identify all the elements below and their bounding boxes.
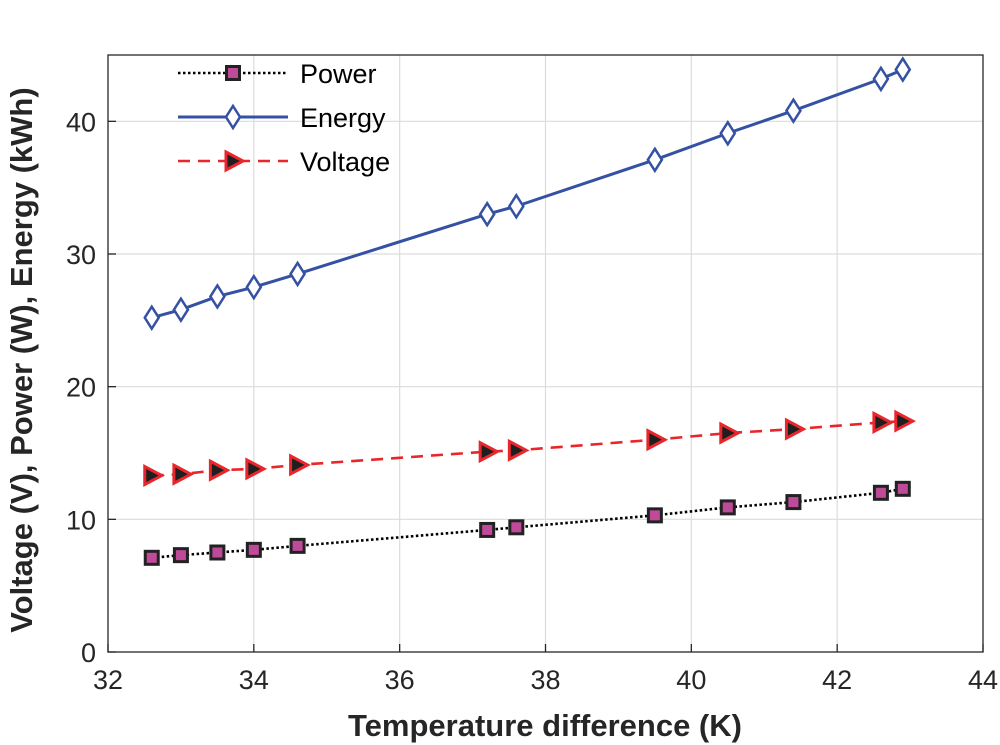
point-power-3 bbox=[245, 541, 262, 558]
point-voltage-9 bbox=[784, 417, 807, 441]
y-tick-label-10: 10 bbox=[66, 505, 96, 535]
point-voltage-5 bbox=[478, 440, 501, 464]
legend: Power Energy Voltage bbox=[178, 59, 390, 177]
legend-item-power: Power bbox=[178, 59, 377, 89]
point-voltage-0 bbox=[143, 464, 165, 488]
point-voltage-10 bbox=[872, 410, 895, 434]
point-voltage-2 bbox=[208, 458, 231, 482]
point-voltage-8 bbox=[719, 421, 741, 445]
x-tick-label-32: 32 bbox=[93, 665, 123, 695]
point-energy-0 bbox=[143, 304, 161, 332]
point-power-11 bbox=[894, 480, 911, 497]
y-axis-title: Voltage (V), Power (W), Energy (kWh) bbox=[4, 87, 39, 632]
point-energy-2 bbox=[208, 283, 226, 310]
series-line-power bbox=[151, 487, 904, 560]
legend-marker-energy bbox=[224, 103, 242, 131]
y-tick-label-30: 30 bbox=[66, 240, 96, 270]
point-energy-1 bbox=[172, 296, 190, 324]
x-tick-label-34: 34 bbox=[239, 665, 269, 695]
axes bbox=[107, 54, 984, 653]
y-tick-label-40: 40 bbox=[66, 107, 96, 137]
point-energy-4 bbox=[289, 260, 307, 288]
x-tick-label-40: 40 bbox=[676, 665, 706, 695]
legend-label-power: Power bbox=[300, 59, 377, 89]
point-power-0 bbox=[143, 549, 160, 566]
point-power-9 bbox=[785, 494, 802, 511]
x-tick-label-42: 42 bbox=[822, 665, 852, 695]
point-power-7 bbox=[646, 507, 663, 524]
point-energy-10 bbox=[872, 65, 890, 93]
grid bbox=[108, 55, 983, 652]
series-voltage bbox=[143, 409, 916, 488]
legend-label-energy: Energy bbox=[300, 103, 386, 133]
series-energy bbox=[143, 56, 912, 332]
legend-marker-voltage bbox=[224, 149, 247, 173]
point-voltage-7 bbox=[646, 428, 669, 452]
data-series bbox=[143, 56, 916, 566]
y-tick-label-0: 0 bbox=[81, 638, 96, 668]
point-energy-9 bbox=[784, 97, 802, 125]
x-axis-title: Temperature difference (K) bbox=[348, 708, 742, 743]
point-energy-3 bbox=[245, 273, 263, 301]
x-tick-label-36: 36 bbox=[385, 665, 415, 695]
legend-label-voltage: Voltage bbox=[300, 147, 390, 177]
point-energy-8 bbox=[719, 119, 737, 147]
series-power bbox=[143, 480, 911, 566]
series-line-voltage bbox=[151, 419, 903, 477]
legend-item-voltage: Voltage bbox=[178, 147, 390, 177]
point-energy-5 bbox=[478, 200, 496, 228]
legend-item-energy: Energy bbox=[178, 103, 386, 133]
point-voltage-6 bbox=[507, 438, 530, 462]
tick-labels: 32 34 36 38 40 42 44 0 10 20 30 40 bbox=[66, 107, 998, 695]
point-power-6 bbox=[508, 519, 525, 536]
legend-marker-power bbox=[225, 65, 241, 81]
point-energy-6 bbox=[507, 192, 525, 220]
point-energy-7 bbox=[646, 146, 664, 174]
point-power-2 bbox=[209, 544, 226, 561]
point-energy-11 bbox=[894, 56, 912, 83]
point-power-8 bbox=[719, 499, 736, 516]
point-power-10 bbox=[872, 484, 889, 501]
point-voltage-1 bbox=[172, 462, 195, 486]
point-voltage-4 bbox=[289, 453, 311, 477]
point-power-4 bbox=[289, 537, 306, 554]
point-voltage-11 bbox=[894, 409, 916, 433]
x-tick-label-44: 44 bbox=[968, 665, 998, 695]
point-power-5 bbox=[479, 521, 496, 538]
point-voltage-3 bbox=[245, 457, 268, 481]
point-power-1 bbox=[172, 547, 189, 564]
y-tick-label-20: 20 bbox=[66, 373, 96, 403]
x-tick-label-38: 38 bbox=[530, 665, 560, 695]
